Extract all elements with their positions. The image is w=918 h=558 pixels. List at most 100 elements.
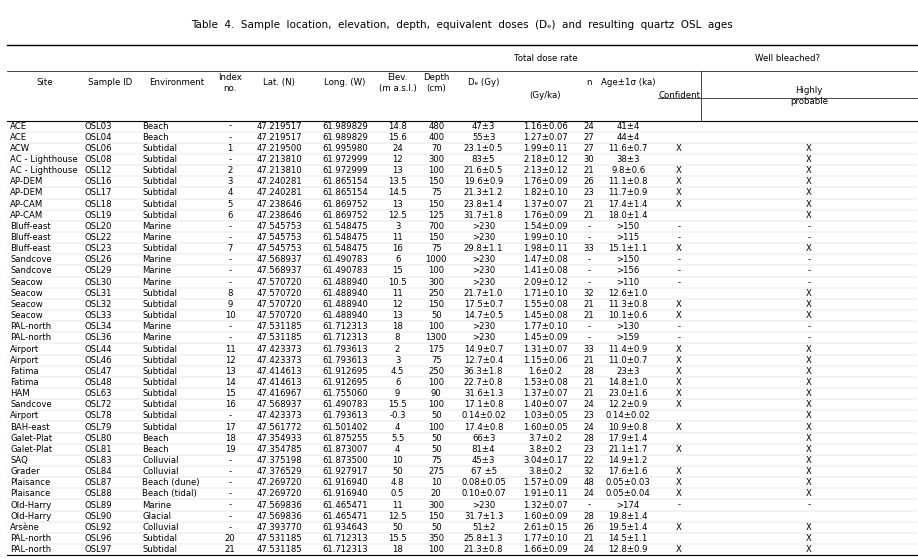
Text: Marine: Marine (142, 333, 171, 343)
Text: 7: 7 (228, 244, 233, 253)
Text: 75: 75 (431, 189, 442, 198)
Text: 9.8±0.6: 9.8±0.6 (611, 166, 645, 175)
Text: Subtidal: Subtidal (142, 166, 177, 175)
Text: Galet-Plat: Galet-Plat (10, 445, 52, 454)
Text: 14.5±1.1: 14.5±1.1 (609, 534, 648, 543)
Text: 1.76±0.09: 1.76±0.09 (523, 211, 568, 220)
Text: X: X (806, 411, 812, 420)
Text: 17.4±1.4: 17.4±1.4 (609, 200, 648, 209)
Text: 16: 16 (392, 244, 403, 253)
Text: 0.08±0.05: 0.08±0.05 (461, 478, 506, 487)
Text: 1.57±0.09: 1.57±0.09 (523, 478, 568, 487)
Text: 24: 24 (583, 422, 594, 431)
Text: 10.1±0.6: 10.1±0.6 (609, 311, 648, 320)
Text: 2.09±0.12: 2.09±0.12 (523, 278, 568, 287)
Text: -: - (677, 333, 681, 343)
Text: 33: 33 (583, 244, 594, 253)
Text: Marine: Marine (142, 233, 171, 242)
Text: 700: 700 (428, 222, 444, 231)
Text: OSL26: OSL26 (84, 256, 112, 264)
Text: 33: 33 (583, 344, 594, 354)
Text: >230: >230 (472, 322, 495, 331)
Text: X: X (677, 467, 682, 476)
Text: 15.6: 15.6 (388, 133, 407, 142)
Text: 21: 21 (583, 389, 594, 398)
Text: 47.393770: 47.393770 (256, 523, 302, 532)
Text: 1300: 1300 (426, 333, 447, 343)
Text: -: - (229, 489, 231, 498)
Text: AC - Lighthouse: AC - Lighthouse (10, 166, 78, 175)
Text: OSL44: OSL44 (84, 344, 112, 354)
Text: 51±2: 51±2 (472, 523, 496, 532)
Text: 12.8±0.9: 12.8±0.9 (609, 545, 648, 554)
Text: 83±5: 83±5 (472, 155, 496, 164)
Text: >130: >130 (617, 322, 640, 331)
Text: 31.7±1.8: 31.7±1.8 (464, 211, 503, 220)
Text: -0.3: -0.3 (389, 411, 406, 420)
Text: >230: >230 (472, 256, 495, 264)
Text: X: X (677, 489, 682, 498)
Text: 47.423373: 47.423373 (256, 344, 302, 354)
Text: 21: 21 (583, 355, 594, 365)
Text: 24: 24 (583, 400, 594, 409)
Text: Old-Harry: Old-Harry (10, 512, 51, 521)
Text: Beach (tidal): Beach (tidal) (142, 489, 196, 498)
Text: -: - (229, 278, 231, 287)
Text: OSL63: OSL63 (84, 389, 112, 398)
Text: 1.53±0.08: 1.53±0.08 (523, 378, 568, 387)
Text: 22.7±0.8: 22.7±0.8 (464, 378, 503, 387)
Text: 47.531185: 47.531185 (256, 322, 302, 331)
Text: 61.869752: 61.869752 (322, 211, 368, 220)
Text: X: X (677, 311, 682, 320)
Text: X: X (806, 355, 812, 365)
Text: X: X (806, 456, 812, 465)
Text: 17.4±0.8: 17.4±0.8 (464, 422, 503, 431)
Text: -: - (588, 278, 590, 287)
Text: 14.7±0.5: 14.7±0.5 (464, 311, 503, 320)
Text: 6: 6 (228, 211, 233, 220)
Text: 4: 4 (395, 422, 400, 431)
Text: OSL81: OSL81 (84, 445, 112, 454)
Text: 21: 21 (225, 545, 236, 554)
Text: X: X (677, 244, 682, 253)
Text: 1.32±0.07: 1.32±0.07 (523, 501, 568, 509)
Text: X: X (806, 534, 812, 543)
Text: 350: 350 (428, 534, 444, 543)
Text: X: X (806, 523, 812, 532)
Text: Subtidal: Subtidal (142, 344, 177, 354)
Text: -: - (807, 501, 811, 509)
Text: Bluff-east: Bluff-east (10, 233, 50, 242)
Text: Galet-Plat: Galet-Plat (10, 434, 52, 442)
Text: 2: 2 (228, 166, 233, 175)
Text: 300: 300 (428, 501, 444, 509)
Text: 10: 10 (225, 311, 236, 320)
Text: 13: 13 (225, 367, 236, 376)
Text: Sandcove: Sandcove (10, 267, 51, 276)
Text: 300: 300 (428, 278, 444, 287)
Text: 1.99±0.11: 1.99±0.11 (523, 144, 568, 153)
Text: >150: >150 (617, 222, 640, 231)
Text: Subtidal: Subtidal (142, 400, 177, 409)
Text: 61.488940: 61.488940 (322, 300, 368, 309)
Text: X: X (806, 545, 812, 554)
Text: 1.37±0.07: 1.37±0.07 (523, 200, 568, 209)
Text: Beach: Beach (142, 445, 169, 454)
Text: 1.76±0.09: 1.76±0.09 (523, 177, 568, 186)
Text: OSL12: OSL12 (84, 166, 112, 175)
Text: AP-DEM: AP-DEM (10, 177, 43, 186)
Text: OSL72: OSL72 (84, 400, 112, 409)
Text: Elev.
(m a.s.l.): Elev. (m a.s.l.) (379, 73, 417, 93)
Text: X: X (677, 200, 682, 209)
Text: Subtidal: Subtidal (142, 155, 177, 164)
Text: AP-DEM: AP-DEM (10, 189, 43, 198)
Text: OSL22: OSL22 (84, 233, 112, 242)
Text: 47.269720: 47.269720 (256, 478, 302, 487)
Text: 61.488940: 61.488940 (322, 289, 368, 298)
Text: X: X (677, 300, 682, 309)
Text: OSL31: OSL31 (84, 289, 112, 298)
Text: 47.568937: 47.568937 (256, 400, 302, 409)
Text: X: X (806, 244, 812, 253)
Text: 61.869752: 61.869752 (322, 200, 368, 209)
Text: 14.9±0.7: 14.9±0.7 (464, 344, 503, 354)
Text: 21: 21 (583, 211, 594, 220)
